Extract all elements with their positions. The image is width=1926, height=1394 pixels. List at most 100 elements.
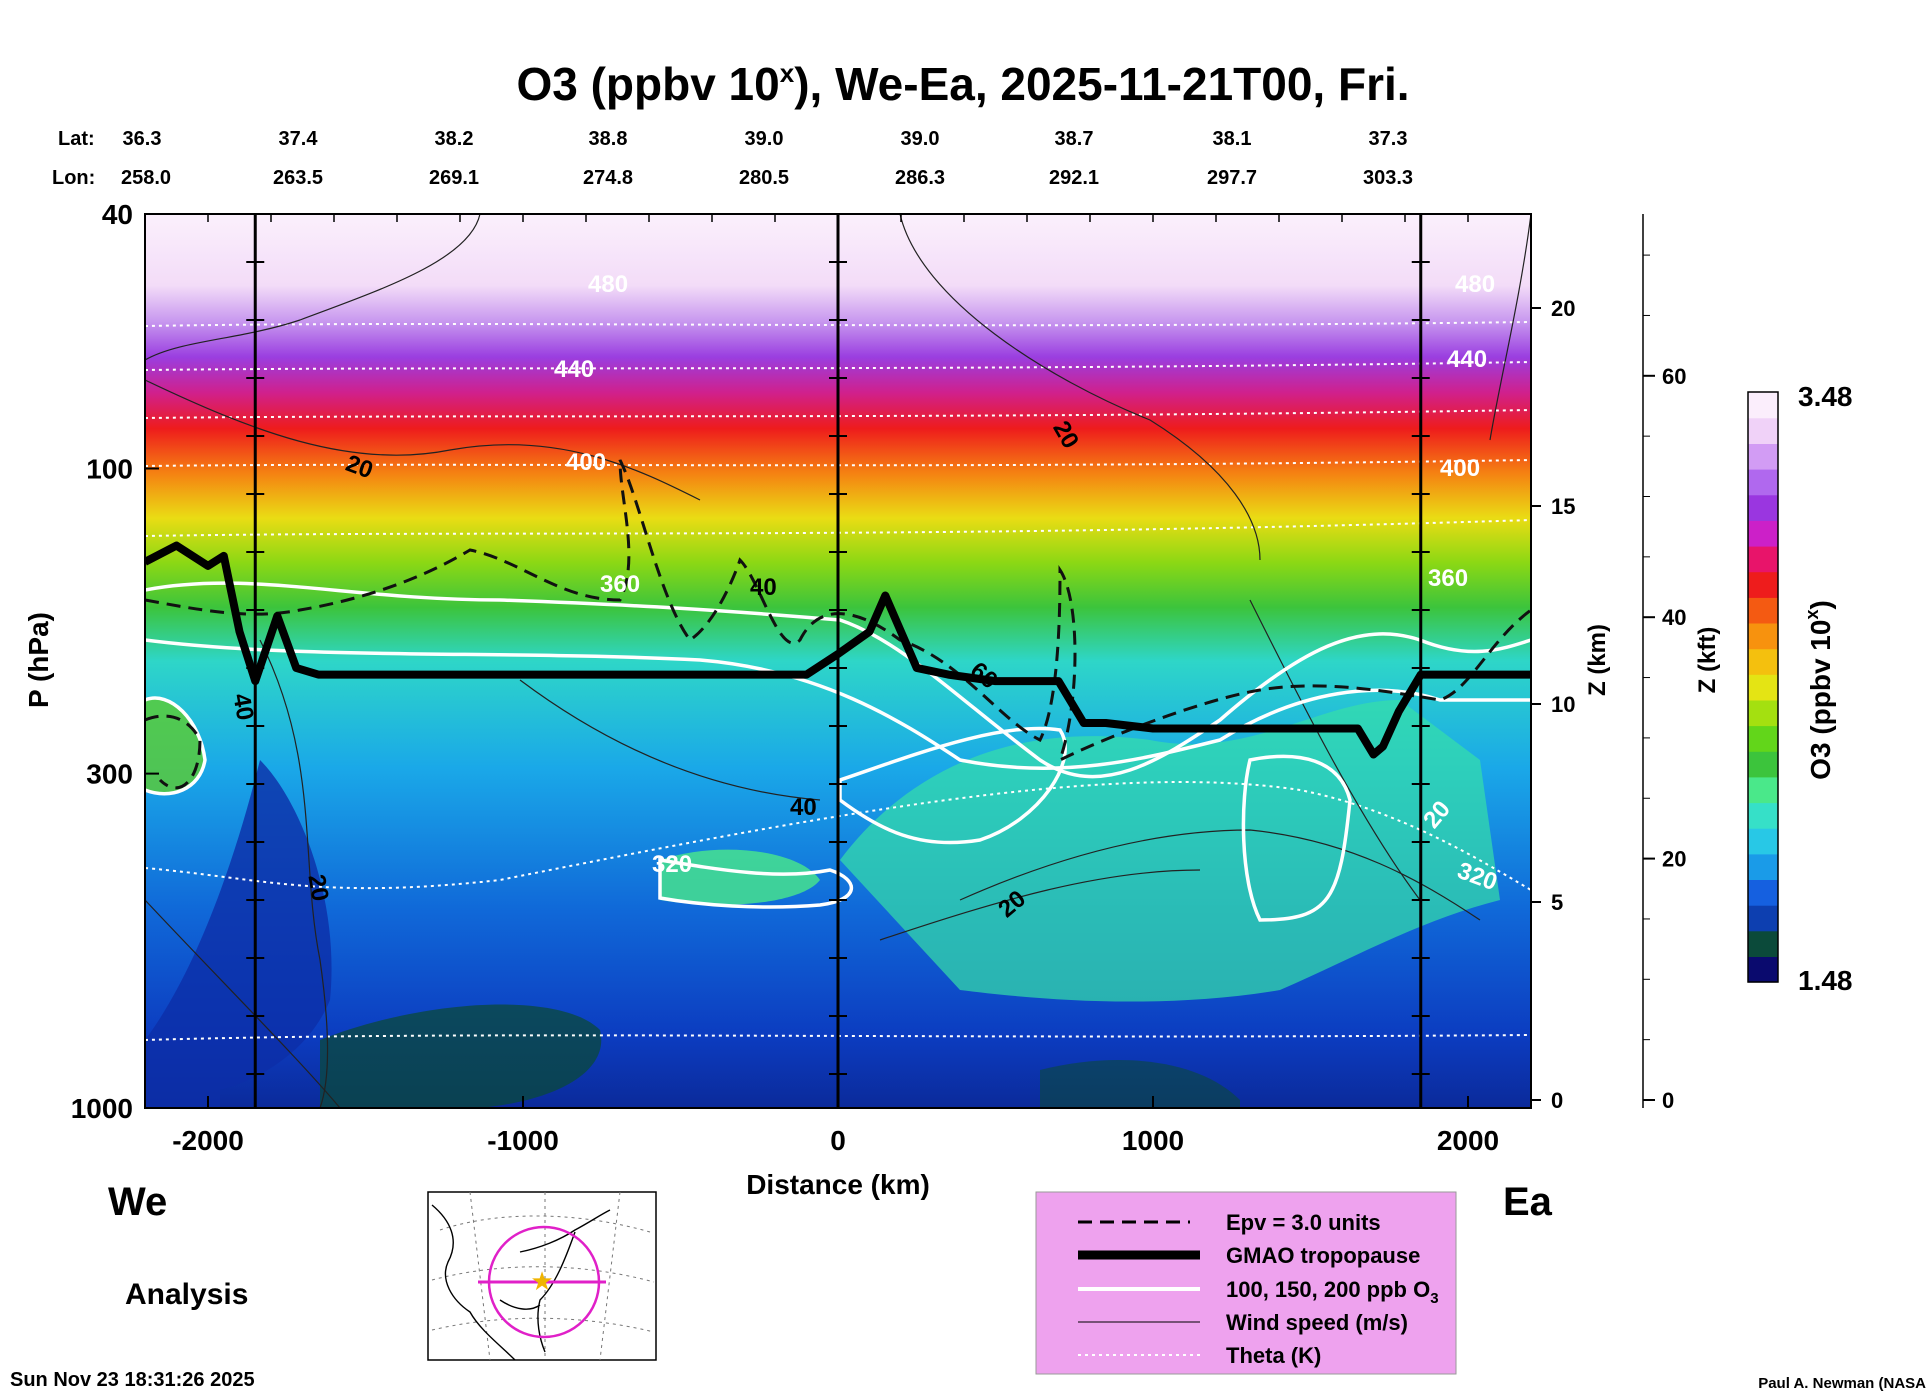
colorbar-swatch bbox=[1748, 905, 1778, 932]
colorbar-swatch bbox=[1748, 776, 1778, 804]
lat-value: 39.0 bbox=[745, 128, 784, 150]
lat-value: 38.8 bbox=[589, 128, 628, 150]
colorbar-swatch bbox=[1748, 622, 1778, 650]
lat-label: Lat: bbox=[58, 128, 95, 150]
legend-label-wind: Wind speed (m/s) bbox=[1226, 1310, 1408, 1335]
colorbar-swatch bbox=[1748, 417, 1778, 444]
o3-low-green-patch-2 bbox=[1040, 1060, 1240, 1108]
z-kft-axis-label: Z (kft) bbox=[1694, 627, 1721, 694]
wind-speed-contours bbox=[145, 214, 1531, 1108]
z-km-tick-label: 20 bbox=[1551, 296, 1575, 321]
lon-value: 286.3 bbox=[895, 167, 945, 189]
z-kft-tick-label: 20 bbox=[1662, 847, 1686, 872]
z-km-tick-label: 5 bbox=[1551, 890, 1563, 915]
lon-label: Lon: bbox=[52, 167, 95, 189]
y-tick-label: 100 bbox=[86, 453, 133, 484]
colorbar bbox=[1747, 391, 1779, 983]
timestamp-footer: Sun Nov 23 18:31:26 2025 bbox=[10, 1369, 255, 1391]
lat-value: 37.4 bbox=[279, 128, 319, 150]
east-label: Ea bbox=[1503, 1180, 1553, 1224]
theta-label-400-east: 400 bbox=[1440, 455, 1480, 482]
x-axis-label: Distance (km) bbox=[746, 1169, 930, 1200]
x-tick-label: -2000 bbox=[172, 1125, 244, 1156]
colorbar-min-label: 1.48 bbox=[1798, 965, 1853, 996]
analysis-label: Analysis bbox=[125, 1278, 248, 1311]
lat-value: 38.2 bbox=[435, 128, 474, 150]
chart-title: O3 (ppbv 10x), We-Ea, 2025-11-21T00, Fri… bbox=[516, 58, 1409, 110]
theta-label-320-west: 320 bbox=[652, 851, 692, 878]
legend-label-tropopause: GMAO tropopause bbox=[1226, 1243, 1420, 1268]
theta-label-440-west: 440 bbox=[554, 356, 594, 383]
colorbar-swatch bbox=[1748, 520, 1778, 547]
colorbar-swatch bbox=[1748, 597, 1778, 624]
z-kft-tick-label: 40 bbox=[1662, 605, 1686, 630]
lat-value: 39.0 bbox=[901, 128, 940, 150]
colorbar-swatch bbox=[1748, 930, 1778, 957]
lon-value: 274.8 bbox=[583, 167, 633, 189]
z-km-tick-label: 0 bbox=[1551, 1088, 1563, 1113]
wind-label-20-c: 20 bbox=[302, 872, 333, 903]
x-axis: -2000 -1000 0 1000 2000 bbox=[144, 214, 1532, 1156]
z-km-tick-label: 10 bbox=[1551, 692, 1575, 717]
theta-label-480-west: 480 bbox=[588, 271, 628, 298]
lat-value: 38.7 bbox=[1055, 128, 1094, 150]
colorbar-swatch bbox=[1748, 853, 1778, 880]
contour-labels: 480 480 440 440 400 400 360 360 320 320 … bbox=[227, 271, 1500, 923]
lon-value: 269.1 bbox=[429, 167, 479, 189]
theta-label-360-east: 360 bbox=[1428, 565, 1468, 592]
legend-label-theta: Theta (K) bbox=[1226, 1343, 1321, 1368]
legend-label-ozone: 100, 150, 200 ppb O3 bbox=[1226, 1277, 1439, 1307]
lat-lon-values: 36.3 37.4 38.2 38.8 39.0 39.0 38.7 38.1 37.3 258.… bbox=[121, 128, 1413, 189]
colorbar-frame bbox=[1747, 391, 1779, 983]
y-tick-label: 40 bbox=[102, 199, 133, 230]
lat-value: 37.3 bbox=[1369, 128, 1408, 150]
locator-map: ★ bbox=[427, 1191, 657, 1361]
y-axis-label: P (hPa) bbox=[23, 612, 54, 708]
colorbar-label: O3 (ppbv 10x) bbox=[1802, 600, 1836, 780]
colorbar-swatch bbox=[1748, 725, 1778, 752]
y-axis: 40 100 300 1000 bbox=[71, 199, 159, 1124]
theta-label-360-west: 360 bbox=[600, 571, 640, 598]
colorbar-swatch bbox=[1748, 699, 1778, 727]
theta-contours bbox=[145, 321, 1531, 1041]
wind-label-40-c: 40 bbox=[227, 692, 258, 723]
z-km-axis: 0 5 10 15 20 bbox=[1531, 296, 1575, 1113]
lat-value: 38.1 bbox=[1213, 128, 1252, 150]
colorbar-swatch bbox=[1748, 828, 1778, 855]
y-tick-label: 1000 bbox=[71, 1093, 133, 1124]
colorbar-swatch bbox=[1748, 751, 1778, 778]
colorbar-swatch bbox=[1748, 494, 1778, 521]
lon-value: 303.3 bbox=[1363, 167, 1413, 189]
z-kft-axis: 0 20 40 60 bbox=[1642, 214, 1686, 1113]
lon-value: 292.1 bbox=[1049, 167, 1099, 189]
x-tick-label: -1000 bbox=[487, 1125, 559, 1156]
locator-map-frame bbox=[427, 1191, 657, 1361]
locator-star-icon: ★ bbox=[530, 1266, 553, 1296]
author-footer: Paul A. Newman (NASA bbox=[1758, 1375, 1926, 1392]
o3-low-green-patch bbox=[320, 1004, 602, 1108]
colorbar-swatch bbox=[1748, 443, 1778, 470]
wind-label-40-b: 40 bbox=[790, 794, 817, 821]
lon-value: 297.7 bbox=[1207, 167, 1257, 189]
colorbar-swatch bbox=[1748, 545, 1778, 573]
lon-value: 263.5 bbox=[273, 167, 323, 189]
lon-value: 258.0 bbox=[121, 167, 171, 189]
theta-label-480-east: 480 bbox=[1455, 271, 1495, 298]
wind-label-40-a: 40 bbox=[750, 574, 777, 601]
locator-coastline bbox=[431, 1204, 611, 1361]
colorbar-swatch bbox=[1748, 674, 1778, 701]
lon-value: 280.5 bbox=[739, 167, 789, 189]
o3-plume-mid bbox=[660, 849, 820, 905]
x-tick-label: 0 bbox=[830, 1125, 846, 1156]
colorbar-max-label: 3.48 bbox=[1798, 381, 1853, 412]
colorbar-swatch bbox=[1748, 392, 1778, 419]
colorbar-swatch bbox=[1748, 571, 1778, 598]
x-tick-label: 1000 bbox=[1122, 1125, 1184, 1156]
legend-label-epv: Epv = 3.0 units bbox=[1226, 1210, 1381, 1235]
vertical-markers bbox=[246, 214, 1430, 1108]
z-kft-tick-label: 60 bbox=[1662, 364, 1686, 389]
theta-label-440-east: 440 bbox=[1447, 346, 1487, 373]
gmao-tropopause-line bbox=[145, 541, 1531, 759]
x-tick-label: 2000 bbox=[1437, 1125, 1499, 1156]
